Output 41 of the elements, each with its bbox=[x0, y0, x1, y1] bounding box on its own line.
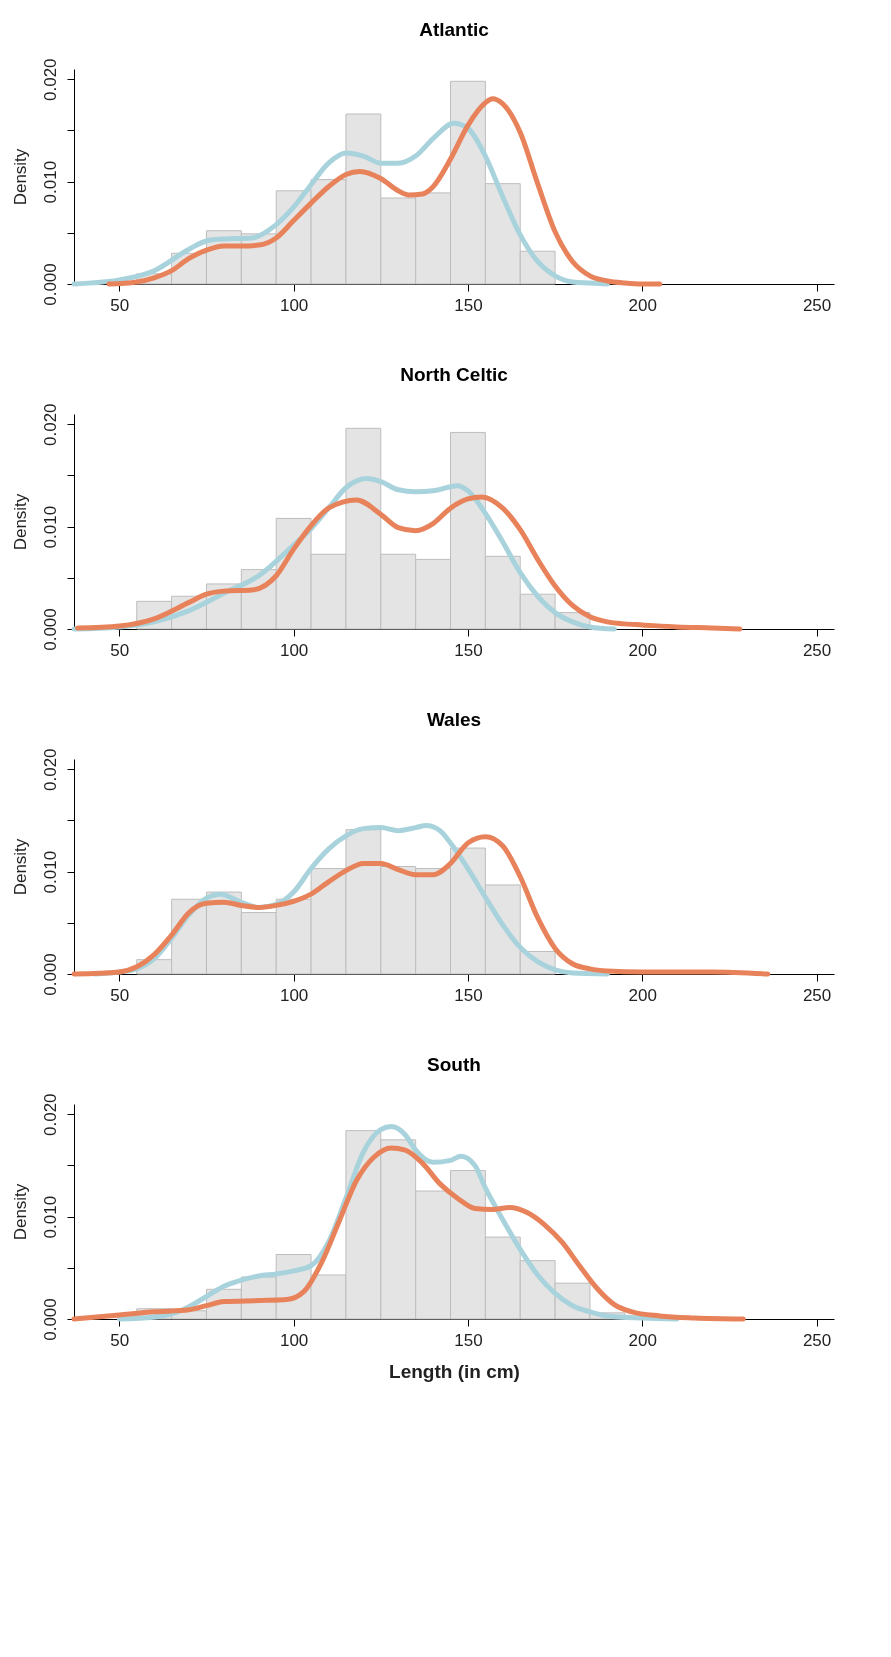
x-tick-label: 150 bbox=[454, 985, 483, 1005]
x-tick-label: 150 bbox=[454, 1330, 483, 1350]
x-tick-label: 250 bbox=[802, 640, 832, 660]
y-axis-title: Density bbox=[10, 148, 30, 206]
x-tick-label: 150 bbox=[454, 640, 483, 660]
y-tick-label: 0.020 bbox=[40, 58, 60, 102]
y-tick-label: 0.000 bbox=[40, 263, 60, 306]
y-axis-title: Density bbox=[10, 493, 30, 551]
x-tick-label: 50 bbox=[110, 1330, 130, 1350]
y-tick-label: 0.010 bbox=[40, 1195, 60, 1239]
x-tick-label: 200 bbox=[628, 1330, 657, 1350]
y-tick-label: 0.020 bbox=[40, 1093, 60, 1137]
x-tick-label: 150 bbox=[454, 295, 483, 315]
chart-title: Wales bbox=[426, 708, 482, 730]
y-tick-label: 0.010 bbox=[40, 505, 60, 549]
x-tick-label: 100 bbox=[279, 985, 309, 1005]
x-tick-label: 200 bbox=[628, 295, 657, 315]
y-tick-label: 0.000 bbox=[40, 1298, 60, 1341]
x-tick-label: 200 bbox=[628, 985, 657, 1005]
x-tick-label: 50 bbox=[110, 295, 130, 315]
x-tick-label: 50 bbox=[110, 985, 130, 1005]
y-tick-label: 0.020 bbox=[40, 748, 60, 792]
x-tick-label: 250 bbox=[802, 295, 832, 315]
y-axis-title: Density bbox=[10, 1183, 30, 1241]
x-tick-label: 100 bbox=[279, 1330, 309, 1350]
y-tick-label: 0.010 bbox=[40, 160, 60, 204]
y-tick-label: 0.010 bbox=[40, 850, 60, 894]
x-tick-label: 100 bbox=[279, 295, 309, 315]
x-tick-label: 250 bbox=[802, 1330, 832, 1350]
x-tick-label: 250 bbox=[802, 985, 832, 1005]
chart-title: North Celtic bbox=[400, 363, 509, 385]
x-tick-label: 50 bbox=[110, 640, 130, 660]
chart-title: Atlantic bbox=[419, 18, 490, 40]
y-axis-title: Density bbox=[10, 838, 30, 896]
x-axis-title: Length (in cm) bbox=[389, 1360, 520, 1382]
y-tick-label: 0.020 bbox=[40, 403, 60, 447]
chart-title: South bbox=[427, 1053, 481, 1075]
x-tick-label: 200 bbox=[628, 640, 657, 660]
y-tick-label: 0.000 bbox=[40, 953, 60, 996]
x-tick-label: 100 bbox=[279, 640, 309, 660]
y-tick-label: 0.000 bbox=[40, 608, 60, 651]
